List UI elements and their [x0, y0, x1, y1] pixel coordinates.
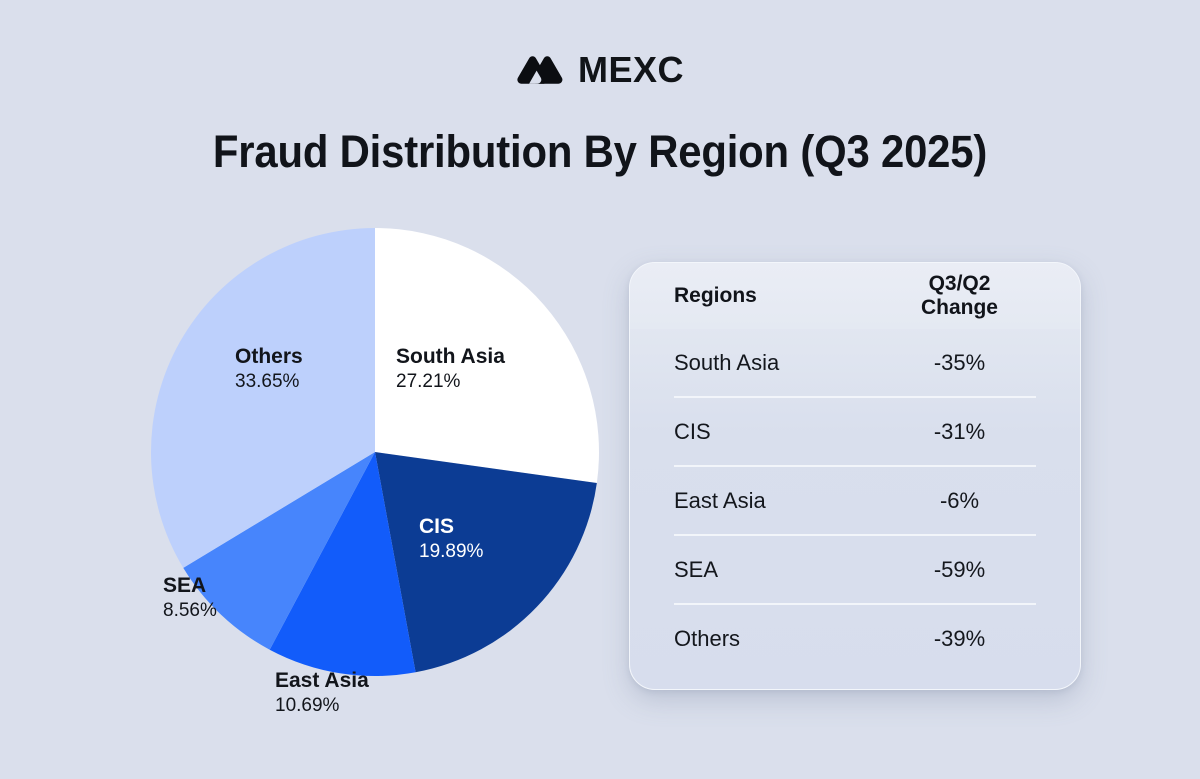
table-header-regions: Regions — [674, 284, 757, 307]
mexc-mountain-logo-icon — [517, 56, 563, 84]
table-cell-region: SEA — [674, 556, 719, 582]
pie-slice-group — [151, 228, 599, 676]
table-cell-change: -59% — [933, 556, 986, 582]
pie-label-value: 10.69% — [275, 694, 340, 716]
brand-wordmark: MEXC — [577, 49, 684, 90]
pie-slice-south-asia — [375, 228, 599, 484]
table-row: SEA -59% — [674, 536, 1036, 605]
table-cell-region: South Asia — [674, 349, 780, 375]
table-row: East Asia -6% — [674, 467, 1036, 536]
table-body: South Asia -35% CIS -31% East Asia -6% SEA -59%… — [630, 329, 1080, 672]
table-row: CIS -31% — [674, 398, 1036, 467]
pie-slice-others — [151, 228, 375, 568]
table-header-change: Q3/Q2 Change — [920, 272, 998, 319]
table-cell-change: -6% — [939, 487, 980, 513]
brand-header: MEXC — [0, 52, 1200, 88]
table-cell-change: -31% — [933, 418, 986, 444]
pie-chart-svg — [151, 228, 599, 676]
table-cell-region: East Asia — [674, 487, 766, 513]
table-cell-region: CIS — [674, 418, 711, 444]
table-header-row: Regions Q3/Q2 Change — [630, 263, 1080, 329]
pie-chart: South Asia 27.21% CIS 19.89% East Asia 1… — [150, 226, 600, 716]
pie-slice-cis — [375, 452, 597, 673]
table-cell-change: -39% — [933, 625, 986, 651]
pie-slice-sea — [183, 452, 375, 650]
change-table-card: Regions Q3/Q2 Change South Asia -35% CIS -3… — [629, 262, 1081, 690]
table-row: South Asia -35% — [674, 329, 1036, 398]
pie-slice-east-asia — [269, 452, 416, 676]
page-title: Fraud Distribution By Region (Q3 2025) — [212, 126, 988, 177]
table-cell-change: -35% — [933, 349, 986, 375]
table-row: Others -39% — [674, 605, 1036, 672]
table-cell-region: Others — [674, 625, 741, 651]
